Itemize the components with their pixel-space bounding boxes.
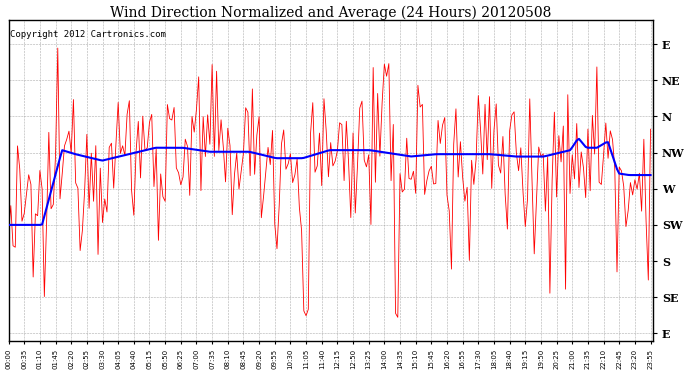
Text: Copyright 2012 Cartronics.com: Copyright 2012 Cartronics.com bbox=[10, 30, 166, 39]
Title: Wind Direction Normalized and Average (24 Hours) 20120508: Wind Direction Normalized and Average (2… bbox=[110, 6, 551, 20]
